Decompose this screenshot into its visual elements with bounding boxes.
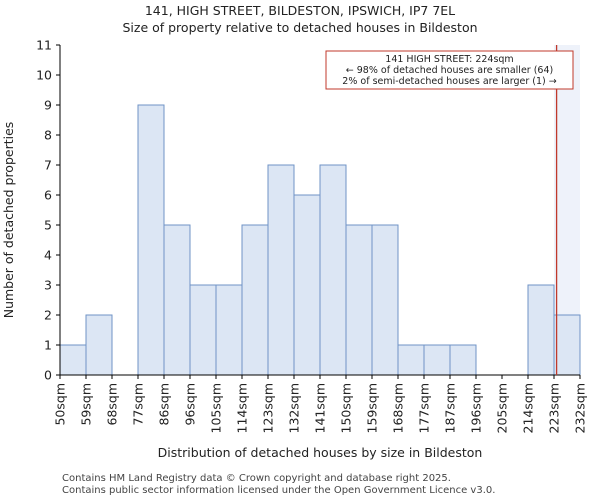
y-tick-label: 11 bbox=[36, 38, 52, 53]
x-tick-label: 50sqm bbox=[53, 383, 68, 426]
x-tick-label: 132sqm bbox=[287, 383, 302, 433]
annotation-box bbox=[325, 50, 574, 90]
x-tick-label: 187sqm bbox=[443, 383, 458, 433]
bar-50sqm bbox=[59, 344, 87, 376]
footer-copyright: Contains HM Land Registry data © Crown c… bbox=[62, 473, 451, 484]
x-tick-label: 223sqm bbox=[547, 383, 562, 433]
bar-114sqm bbox=[241, 224, 269, 376]
annotation-line-1: 141 HIGH STREET: 224sqm bbox=[385, 54, 513, 65]
y-tick-label: 6 bbox=[44, 188, 52, 203]
y-tick-label: 1 bbox=[44, 338, 52, 353]
x-tick-label: 159sqm bbox=[365, 383, 380, 433]
footer-licence: Contains public sector information licen… bbox=[62, 485, 496, 496]
x-tick-label: 105sqm bbox=[209, 383, 224, 433]
bar-214sqm bbox=[527, 284, 555, 376]
bar-86sqm bbox=[163, 224, 191, 376]
x-tick-label: 168sqm bbox=[391, 383, 406, 433]
x-tick-label: 86sqm bbox=[157, 383, 172, 426]
y-tick-label: 3 bbox=[44, 278, 52, 293]
bar-187sqm bbox=[449, 344, 477, 376]
bar-168sqm bbox=[397, 344, 425, 376]
y-tick-label: 4 bbox=[44, 248, 52, 263]
x-tick-label: 177sqm bbox=[417, 383, 432, 433]
x-tick-label: 123sqm bbox=[261, 383, 276, 433]
y-tick-label: 5 bbox=[44, 218, 52, 233]
x-tick-label: 68sqm bbox=[105, 383, 120, 426]
bar-150sqm bbox=[345, 224, 373, 376]
y-tick-label: 2 bbox=[44, 308, 52, 323]
bar-177sqm bbox=[423, 344, 451, 376]
chart-title: Size of property relative to detached ho… bbox=[122, 20, 478, 35]
bar-77sqm bbox=[137, 104, 165, 376]
x-tick-label: 150sqm bbox=[339, 383, 354, 433]
x-tick-label: 77sqm bbox=[131, 383, 146, 426]
y-tick-label: 10 bbox=[36, 68, 52, 83]
bar-159sqm bbox=[371, 224, 399, 376]
bar-105sqm bbox=[215, 284, 243, 376]
y-tick-label: 8 bbox=[44, 128, 52, 143]
bar-141sqm bbox=[319, 164, 347, 376]
annotation-line-2: ← 98% of detached houses are smaller (64… bbox=[346, 65, 553, 76]
annotation-line-3: 2% of semi-detached houses are larger (1… bbox=[342, 76, 556, 87]
bar-132sqm bbox=[293, 194, 321, 376]
x-tick-label: 214sqm bbox=[521, 383, 536, 433]
x-tick-label: 96sqm bbox=[183, 383, 198, 426]
bar-96sqm bbox=[189, 284, 217, 376]
x-tick-label: 114sqm bbox=[235, 383, 250, 433]
bar-123sqm bbox=[267, 164, 295, 376]
y-tick-label: 7 bbox=[44, 158, 52, 173]
x-axis-label: Distribution of detached houses by size … bbox=[158, 445, 483, 460]
chart-title-address: 141, HIGH STREET, BILDESTON, IPSWICH, IP… bbox=[144, 3, 456, 18]
bar-59sqm bbox=[85, 314, 113, 376]
x-tick-label: 205sqm bbox=[495, 383, 510, 433]
x-tick-label: 232sqm bbox=[573, 383, 588, 433]
y-tick-label: 0 bbox=[44, 368, 52, 383]
x-tick-label: 196sqm bbox=[469, 383, 484, 433]
y-axis-label: Number of detached properties bbox=[1, 122, 16, 319]
x-tick-label: 141sqm bbox=[313, 383, 328, 433]
x-tick-label: 59sqm bbox=[79, 383, 94, 426]
bar-223sqm bbox=[553, 314, 581, 376]
y-tick-label: 9 bbox=[44, 98, 52, 113]
